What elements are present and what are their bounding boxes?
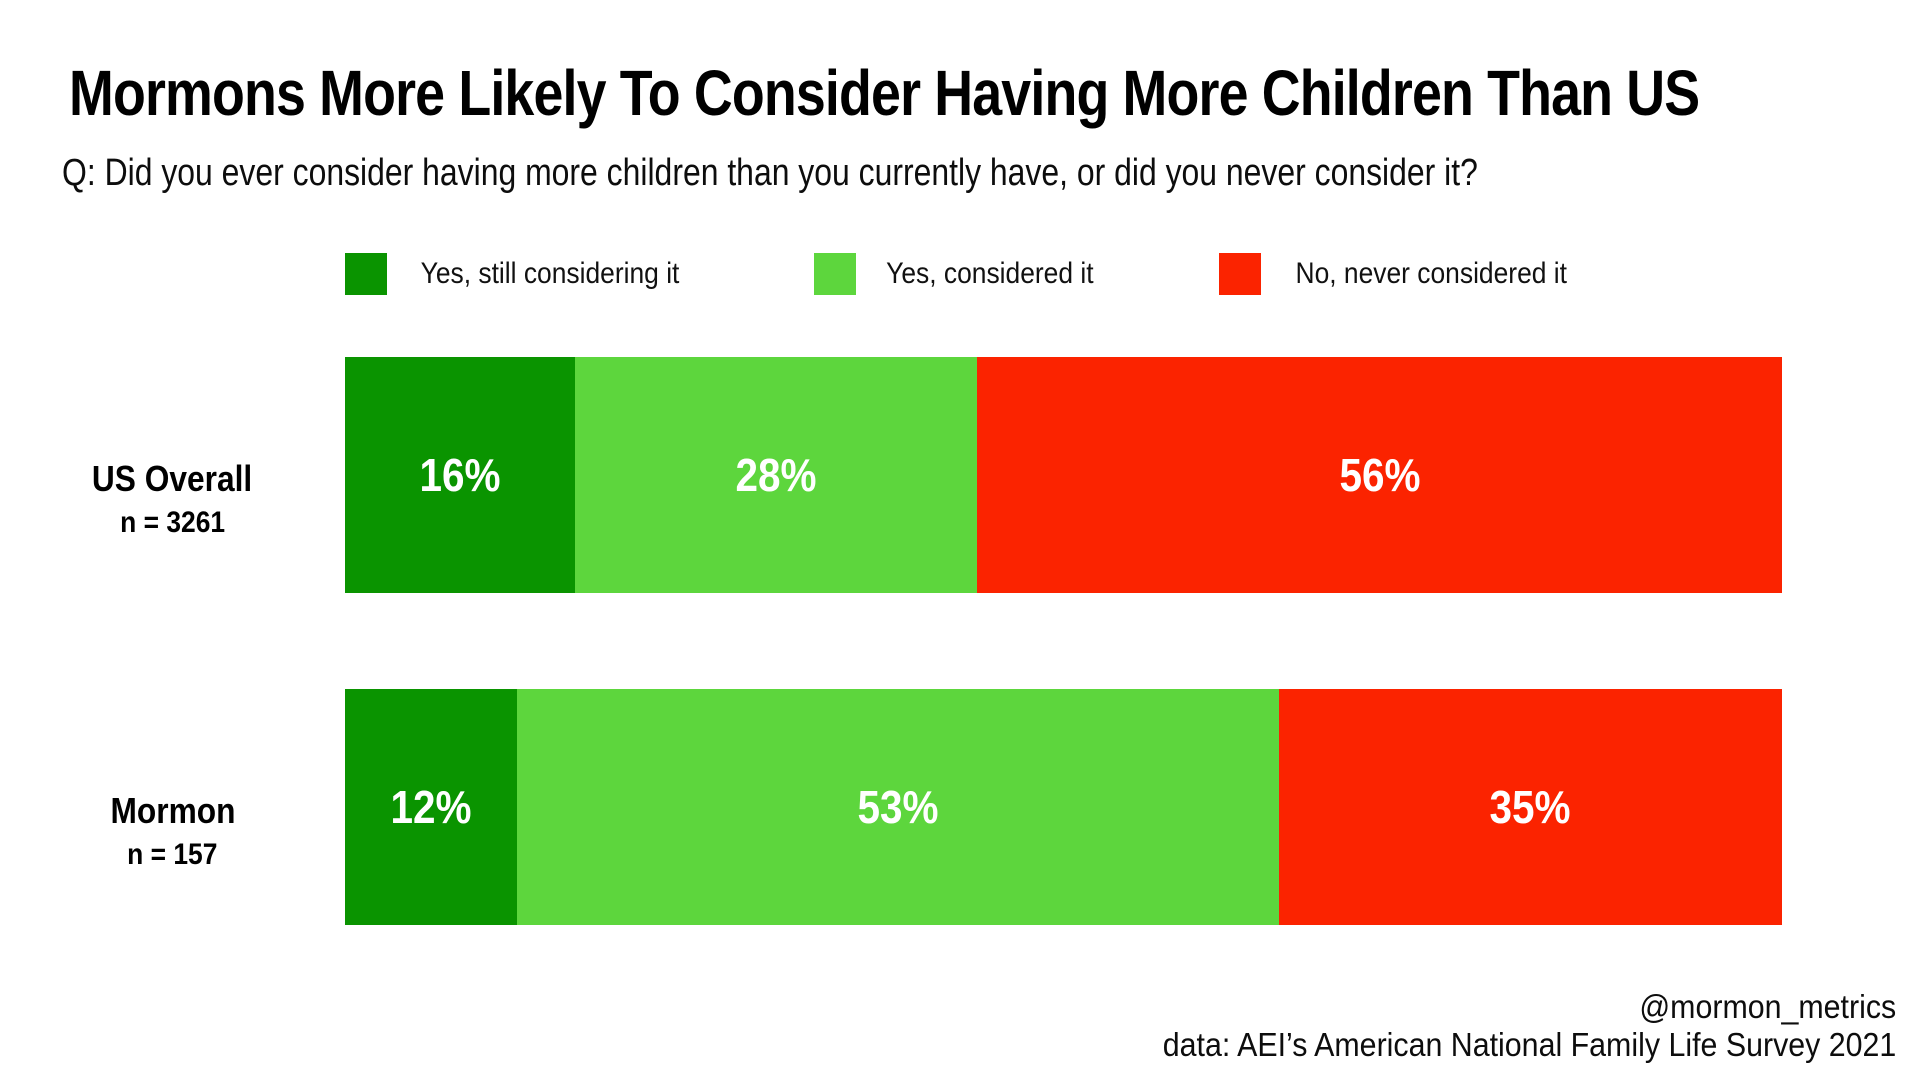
legend-swatch <box>345 253 387 295</box>
chart-subtitle: Q: Did you ever consider having more chi… <box>62 152 1748 195</box>
chart-title: Mormons More Likely To Consider Having M… <box>69 56 1920 130</box>
row-sample-size-text: n = 3261 <box>120 506 225 540</box>
segment-value-label: 35% <box>1489 781 1572 833</box>
bar-row: US Overall n = 3261 16% 28% 56% <box>0 357 1920 593</box>
row-label: Mormon n = 157 <box>0 689 345 925</box>
bar-segment: 56% <box>977 357 1782 593</box>
chart-subtitle-text: Q: Did you ever consider having more chi… <box>62 152 1478 194</box>
row-category: Mormon <box>102 788 244 835</box>
bar-segment: 28% <box>574 357 978 593</box>
legend-swatch <box>1219 253 1261 295</box>
legend-label-text: No, never considered it <box>1295 257 1567 290</box>
row-sample-size: n = 3261 <box>113 502 232 544</box>
row-category: US Overall <box>81 456 263 503</box>
legend: Yes, still considering it Yes, considered… <box>0 253 1920 295</box>
segment-value-label: 12% <box>390 781 472 833</box>
segment-value-label: 53% <box>857 781 939 833</box>
legend-item: Yes, still considering it <box>345 253 697 295</box>
legend-label: Yes, considered it <box>872 257 1108 291</box>
segment-value-label: 28% <box>735 449 817 501</box>
row-category-text: US Overall <box>92 457 253 499</box>
legend-item: No, never considered it <box>1219 253 1586 295</box>
legend-label: Yes, still considering it <box>403 257 697 291</box>
bar-segment: 16% <box>345 357 575 593</box>
row-sample-size-text: n = 157 <box>127 838 218 872</box>
row-sample-size: n = 157 <box>121 834 224 876</box>
row-label: US Overall n = 3261 <box>0 357 345 593</box>
bar-row: Mormon n = 157 12% 53% 35% <box>0 689 1920 925</box>
footer-source: data: AEI’s American National Family Lif… <box>1162 1026 1896 1064</box>
chart-title-text: Mormons More Likely To Consider Having M… <box>69 57 1700 129</box>
legend-label-text: Yes, still considering it <box>420 257 680 290</box>
bar-segment: 53% <box>517 689 1280 925</box>
segment-value-label: 16% <box>419 449 501 501</box>
stacked-bar: 12% 53% 35% <box>345 689 1782 925</box>
bar-segment: 12% <box>345 689 518 925</box>
footer-handle: @mormon_metrics <box>1639 988 1896 1025</box>
legend-swatch <box>814 253 856 295</box>
legend-item: Yes, considered it <box>814 253 1108 295</box>
legend-label: No, never considered it <box>1277 257 1586 291</box>
stacked-bar: 16% 28% 56% <box>345 357 1782 593</box>
footer: @mormon_metrics data: AEI’s American Nat… <box>496 988 1896 1065</box>
legend-label-text: Yes, considered it <box>886 257 1094 290</box>
segment-value-label: 56% <box>1339 449 1421 501</box>
bar-segment: 35% <box>1279 689 1782 925</box>
row-category-text: Mormon <box>110 789 235 831</box>
